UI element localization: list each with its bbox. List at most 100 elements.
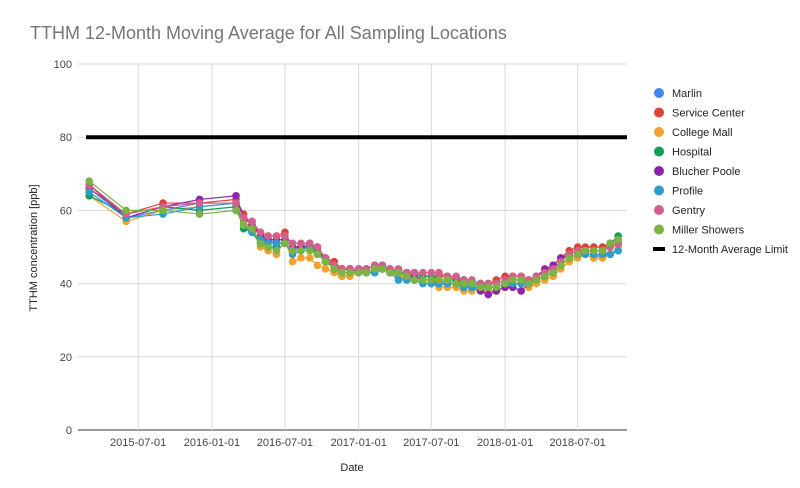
legend-item: Profile <box>654 185 703 198</box>
data-point <box>232 199 240 207</box>
legend-item: Miller Showers <box>654 224 745 237</box>
data-point <box>443 276 452 284</box>
data-point <box>305 239 314 248</box>
y-tick-label: 0 <box>66 425 72 437</box>
y-tick-label: 80 <box>60 132 72 144</box>
legend-label: 12-Month Average Limit <box>672 244 788 256</box>
data-point <box>85 188 94 196</box>
data-point <box>394 268 403 277</box>
data-point <box>195 210 204 218</box>
data-point <box>517 287 525 295</box>
data-point <box>614 246 622 255</box>
legend-item: Service Center <box>654 107 745 120</box>
series-line <box>88 184 619 285</box>
data-point <box>256 239 265 248</box>
x-tick-label: 2018-01-01 <box>477 437 533 449</box>
x-tick-label: 2018-07-01 <box>550 437 606 449</box>
legend-swatch <box>654 107 664 118</box>
data-point <box>272 246 281 255</box>
data-point <box>281 239 289 248</box>
data-point <box>427 268 436 277</box>
x-tick-label: 2016-07-01 <box>257 437 313 449</box>
data-point <box>122 206 130 215</box>
legend-item: Hospital <box>654 146 712 159</box>
y-tick-label: 20 <box>60 352 72 364</box>
x-tick-label: 2017-01-01 <box>331 437 387 449</box>
x-tick-label: 2016-01-01 <box>184 437 240 449</box>
data-point <box>232 191 240 200</box>
legend-label: Blucher Poole <box>672 166 741 178</box>
data-point <box>517 276 525 284</box>
data-point <box>338 268 346 277</box>
data-point <box>459 279 468 288</box>
data-point <box>248 224 256 233</box>
data-point <box>313 250 322 259</box>
data-point <box>354 268 363 277</box>
data-point <box>313 261 322 270</box>
series-line <box>88 180 619 288</box>
data-point <box>248 217 256 226</box>
data-point <box>598 246 607 255</box>
series-layer <box>85 135 627 299</box>
series-line <box>88 184 619 296</box>
data-point <box>272 239 281 248</box>
legend-label: Marlin <box>672 88 702 100</box>
data-point <box>532 276 541 284</box>
legend-item: Gentry <box>654 205 706 217</box>
legend-swatch <box>654 88 664 98</box>
data-point <box>573 250 582 259</box>
data-point <box>427 276 436 284</box>
y-tick-labels: 0 20 40 60 80 100 <box>54 59 72 437</box>
legend-label: Profile <box>672 186 703 198</box>
y-tick-label: 100 <box>54 59 72 71</box>
data-point <box>288 257 297 266</box>
data-point <box>297 239 305 248</box>
data-point <box>281 232 289 240</box>
legend-swatch <box>654 166 664 176</box>
data-point <box>565 254 574 262</box>
data-point <box>394 276 403 284</box>
legend-swatch <box>653 247 665 251</box>
data-point <box>370 265 379 273</box>
data-point <box>508 276 517 284</box>
data-point <box>159 206 167 215</box>
data-point <box>288 246 297 255</box>
data-point <box>330 265 339 273</box>
data-point <box>288 239 297 248</box>
legend-label: Miller Showers <box>672 225 745 237</box>
legend-swatch <box>654 224 664 235</box>
legend-swatch <box>654 205 664 215</box>
data-point <box>410 276 419 284</box>
data-point <box>419 268 427 277</box>
data-point <box>557 261 565 270</box>
data-point <box>484 283 493 292</box>
data-point <box>378 265 387 273</box>
legend-label: College Mall <box>672 127 733 139</box>
legend-item: Blucher Poole <box>654 166 741 178</box>
data-point <box>589 246 598 255</box>
data-point <box>540 272 549 281</box>
data-point <box>581 246 590 255</box>
data-point <box>239 221 248 229</box>
data-point <box>452 272 460 281</box>
legend-item: College Mall <box>654 127 733 139</box>
data-point <box>476 283 485 292</box>
x-axis-label: Date <box>340 462 363 474</box>
data-point <box>468 279 476 288</box>
data-point <box>386 268 394 277</box>
data-point <box>549 268 558 277</box>
legend-label: Service Center <box>672 108 745 120</box>
data-point <box>346 268 354 277</box>
y-tick-label: 40 <box>60 279 72 291</box>
y-tick-label: 60 <box>60 205 72 217</box>
data-point <box>484 290 493 299</box>
legend: Marlin Service Center College Mall Hospital… <box>653 88 788 256</box>
data-point <box>85 177 94 185</box>
data-point <box>272 232 281 240</box>
data-point <box>362 268 371 277</box>
gridlines <box>78 63 627 431</box>
data-point <box>435 268 443 277</box>
data-point <box>435 276 443 284</box>
x-tick-label: 2017-07-01 <box>403 437 459 449</box>
